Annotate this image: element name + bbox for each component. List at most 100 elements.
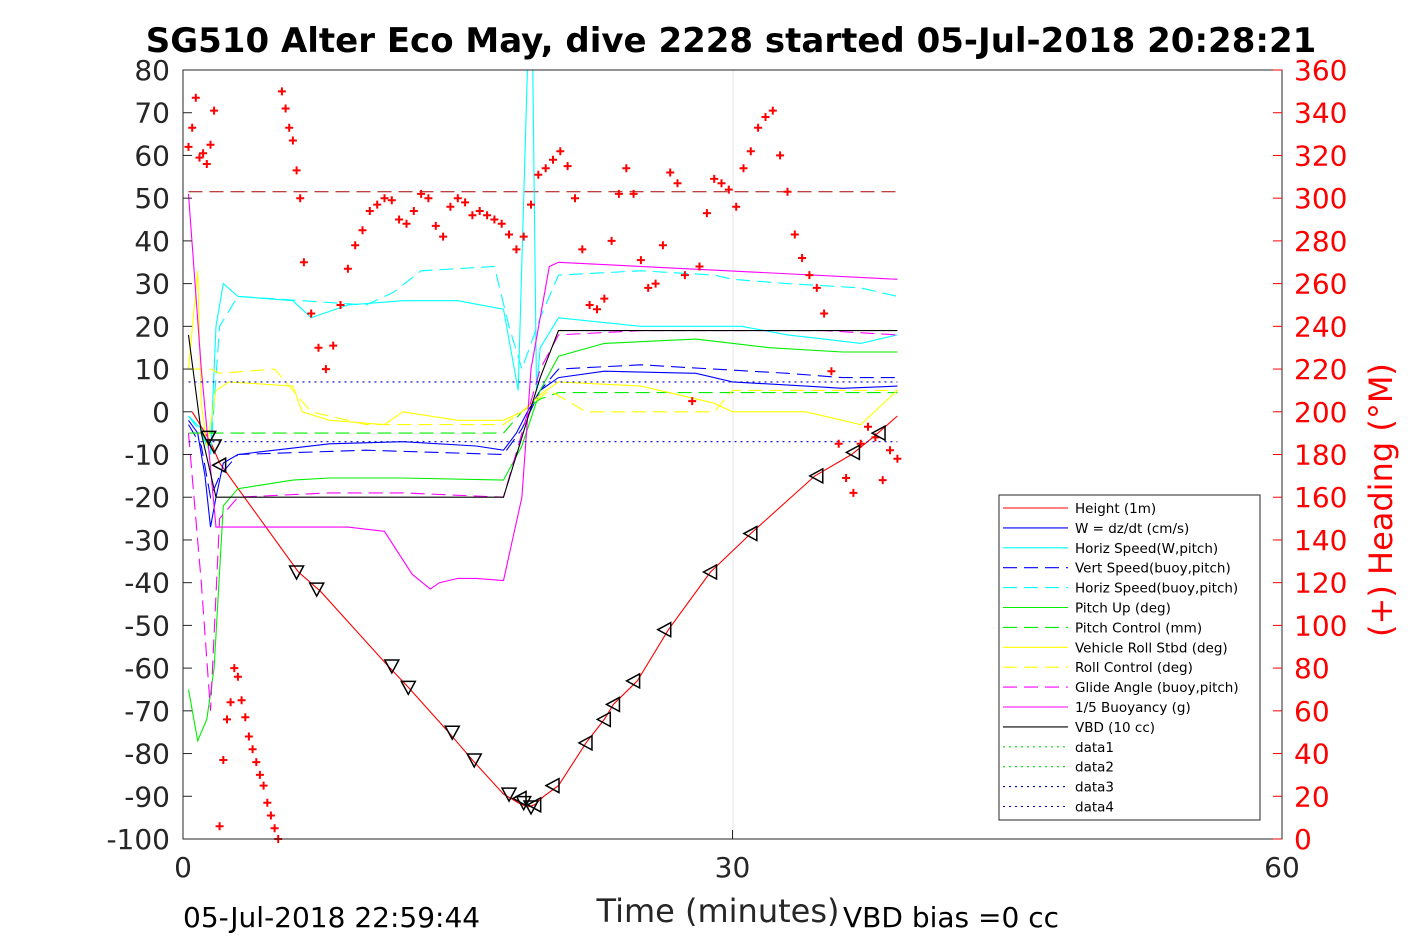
series-line-height-1m — [191, 411, 898, 808]
heading-point — [541, 164, 550, 173]
down-triangle-marker — [308, 582, 325, 598]
down-triangle-marker — [515, 795, 532, 812]
series-line-vbd-10-cc — [187, 330, 898, 498]
y-tick-label: 80 — [134, 54, 170, 87]
legend-label-w-dz-dt-cm-s: W = dz/dt (cm/s) — [1075, 521, 1189, 537]
heading-point — [593, 305, 601, 314]
heading-point — [680, 271, 689, 280]
heading-point — [534, 170, 543, 179]
y-tick-label: 20 — [134, 310, 170, 343]
heading-point — [351, 241, 360, 250]
y2-tick-label: 160 — [1294, 481, 1347, 514]
series-line-pitch-up-deg — [187, 338, 898, 743]
heading-point — [202, 160, 211, 168]
heading-point — [864, 422, 872, 431]
heading-point — [237, 696, 246, 705]
heading-point — [754, 123, 763, 132]
chart-title: SG510 Alter Eco May, dive 2228 started 0… — [146, 21, 1317, 61]
x-axis-label: Time (minutes) — [596, 892, 840, 930]
heading-point — [688, 397, 697, 406]
y2-axis-label: (+) Heading (°M) — [1362, 363, 1400, 637]
legend-label-1-5-buoyancy-g: 1/5 Buoyancy (g) — [1075, 700, 1191, 716]
left-triangle-marker — [577, 734, 593, 752]
heading-point — [622, 164, 631, 173]
heading-point — [651, 279, 660, 288]
down-triangle-marker — [200, 430, 217, 446]
footer-vbd-bias: VBD bias =0 cc — [843, 901, 1059, 934]
heading-point — [373, 200, 382, 209]
heading-point — [188, 123, 197, 132]
heading-point — [259, 781, 268, 790]
legend-label-vbd-10-cc: VBD (10 cc) — [1075, 720, 1155, 736]
heading-point — [431, 221, 440, 230]
legend-label-data3: data3 — [1075, 780, 1114, 796]
heading-point — [702, 209, 711, 218]
heading-point — [483, 211, 492, 220]
legend-label-data2: data2 — [1075, 760, 1114, 776]
heading-point — [329, 341, 338, 350]
ticks-layer: 80706050403020100-10-20-30-40-50-60-70-8… — [106, 54, 1347, 884]
y2-tick-label: 40 — [1294, 738, 1330, 771]
heading-point — [497, 219, 506, 228]
heading-point — [790, 230, 799, 239]
legend-label-roll-control-deg: Roll Control (deg) — [1075, 660, 1193, 676]
heading-point — [307, 309, 316, 318]
left-triangle-marker — [511, 790, 527, 807]
heading-point — [798, 254, 807, 262]
heading-point — [490, 215, 499, 224]
heading-point — [820, 309, 829, 318]
left-triangle-marker — [844, 444, 861, 461]
left-triangle-marker — [595, 711, 612, 728]
left-triangle-marker — [544, 777, 560, 794]
y2-tick-label: 180 — [1294, 439, 1347, 472]
heading-point — [776, 151, 785, 160]
down-triangle-marker — [383, 659, 401, 675]
heading-point — [812, 283, 821, 292]
heading-point — [761, 113, 770, 121]
heading-point — [299, 258, 308, 267]
heading-point — [893, 454, 902, 463]
heading-point — [424, 194, 433, 203]
heading-point — [585, 301, 594, 309]
legend-label-data1: data1 — [1075, 740, 1114, 756]
legend-label-glide-angle-buoy-pitch: Glide Angle (buoy,pitch) — [1075, 680, 1239, 696]
heading-point — [827, 367, 836, 376]
heading-point — [629, 189, 638, 198]
series-line-vert-speed-buoy-pitch — [188, 364, 898, 500]
series-line-vehicle-roll-stbd-deg — [187, 270, 898, 447]
heading-point — [292, 166, 301, 175]
y2-tick-label: 80 — [1294, 652, 1330, 685]
heading-point — [199, 149, 208, 158]
y2-tick-label: 0 — [1294, 823, 1312, 856]
y2-tick-label: 280 — [1294, 225, 1347, 258]
heading-point — [746, 147, 755, 156]
y2-tick-label: 100 — [1294, 609, 1347, 642]
heading-point — [856, 439, 865, 448]
heading-point — [285, 123, 294, 132]
heading-point — [233, 672, 242, 681]
y2-tick-label: 140 — [1294, 524, 1347, 557]
heading-point — [644, 283, 653, 292]
heading-point — [395, 215, 404, 224]
down-triangle-marker — [288, 565, 305, 581]
x-tick-label: 0 — [174, 851, 192, 884]
heading-point — [461, 198, 470, 207]
heading-point — [614, 189, 623, 198]
heading-point — [358, 226, 367, 235]
series-line-1-5-buoyancy-g — [187, 193, 898, 590]
legend-label-pitch-control-mm: Pitch Control (mm) — [1075, 620, 1202, 636]
heading-point — [886, 446, 894, 455]
heading-point — [439, 232, 448, 241]
heading-point — [263, 798, 272, 807]
heading-point — [710, 174, 719, 183]
y2-tick-label: 360 — [1294, 54, 1347, 87]
heading-point — [270, 824, 279, 833]
series-line-horiz-speed-buoy-pitch — [188, 265, 898, 455]
heading-point — [571, 194, 579, 203]
left-triangle-marker — [870, 424, 886, 442]
heading-point — [512, 245, 521, 254]
y-tick-label: 60 — [134, 139, 170, 172]
heading-point — [842, 474, 851, 482]
heading-point — [288, 136, 297, 145]
heading-point — [527, 200, 535, 209]
